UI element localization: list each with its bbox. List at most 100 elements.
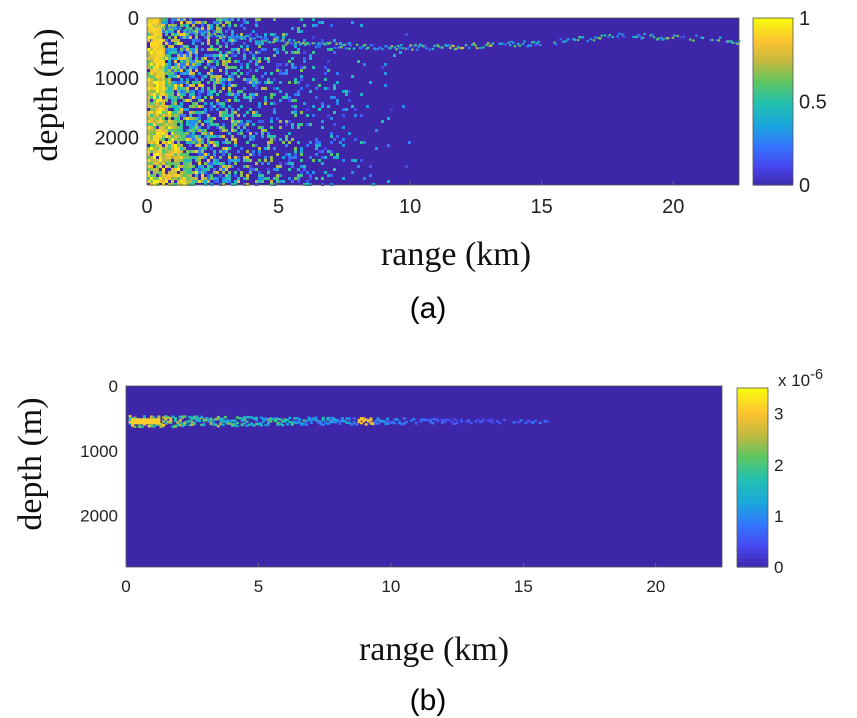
heatmap-cell	[580, 36, 583, 39]
heatmap-cell	[279, 162, 282, 165]
heatmap-cell	[159, 126, 162, 129]
colorbar-tick-label: 3	[774, 405, 783, 424]
heatmap-cell	[207, 24, 210, 27]
heatmap-cell	[216, 425, 220, 428]
heatmap-cell	[201, 165, 204, 168]
heatmap-cell	[246, 72, 249, 75]
heatmap-cell	[231, 30, 234, 33]
heatmap-cell	[189, 141, 192, 144]
heatmap-cell	[276, 48, 279, 51]
heatmap-cell	[162, 138, 165, 141]
heatmap-cell	[174, 132, 177, 135]
heatmap-cell	[207, 31, 211, 34]
heatmap-cell	[183, 156, 186, 159]
heatmap-cell	[315, 24, 318, 27]
heatmap-cell	[228, 60, 231, 63]
heatmap-cell	[276, 153, 279, 156]
heatmap-cell	[342, 126, 345, 129]
heatmap-cell	[204, 417, 208, 420]
heatmap-cell	[288, 38, 291, 41]
heatmap-cell	[228, 51, 231, 54]
colorbar-segment	[737, 401, 768, 407]
heatmap-cell	[198, 159, 201, 162]
heatmap-cell	[318, 141, 321, 144]
heatmap-cell	[198, 150, 201, 153]
heatmap-cell	[147, 96, 150, 99]
heatmap-cell	[186, 30, 189, 33]
heatmap-cell	[165, 90, 168, 93]
heatmap-cell	[210, 60, 213, 63]
heatmap-cell	[204, 177, 207, 180]
heatmap-cell	[176, 424, 180, 427]
heatmap-cell	[150, 96, 153, 99]
heatmap-cell	[180, 24, 183, 27]
heatmap-cell	[267, 57, 270, 60]
heatmap-cell	[201, 30, 204, 33]
heatmap-cell	[249, 96, 252, 99]
heatmap-cell	[219, 422, 223, 426]
heatmap-cell	[347, 421, 351, 425]
heatmap-cell	[213, 87, 216, 90]
heatmap-cell	[213, 117, 216, 120]
heatmap-cell	[264, 48, 267, 51]
heatmap-cell	[189, 183, 192, 186]
heatmap-cell	[162, 105, 165, 108]
heatmap-cell	[164, 415, 168, 418]
heatmap-cell	[171, 180, 174, 183]
heatmap-cell	[231, 114, 234, 117]
heatmap-cell	[243, 54, 246, 57]
heatmap-cell	[240, 45, 243, 48]
heatmap-cell	[169, 421, 173, 424]
heatmap-cell	[222, 150, 225, 153]
heatmap-cell	[207, 174, 210, 177]
heatmap-cell	[204, 418, 208, 422]
heatmap-cell	[327, 87, 330, 90]
heatmap-cell	[490, 44, 493, 47]
heatmap-cell	[234, 129, 237, 132]
heatmap-cell	[270, 117, 273, 120]
heatmap-cell	[537, 40, 540, 43]
heatmap-cell	[171, 69, 174, 72]
heatmap-cell	[156, 81, 159, 84]
heatmap-cell	[467, 46, 471, 50]
heatmap-cell	[636, 33, 640, 37]
heatmap-cell	[390, 45, 394, 48]
heatmap-cell	[195, 419, 199, 422]
heatmap-cell	[174, 153, 177, 156]
heatmap-cell	[461, 46, 465, 50]
heatmap-cell	[171, 84, 174, 87]
heatmap-cell	[219, 129, 222, 132]
heatmap-cell	[147, 117, 150, 120]
heatmap-cell	[201, 99, 204, 102]
heatmap-cell	[190, 421, 194, 424]
heatmap-cell	[701, 36, 705, 40]
heatmap-cell	[270, 96, 273, 99]
heatmap-cell	[177, 18, 180, 21]
colorbar-segment	[737, 464, 768, 470]
heatmap-cell	[328, 416, 332, 420]
heatmap-cell	[679, 36, 683, 39]
heatmap-cell	[177, 57, 180, 60]
heatmap-cell	[234, 54, 237, 57]
heatmap-cell	[243, 96, 246, 99]
heatmap-cell	[156, 123, 159, 126]
heatmap-cell	[177, 105, 180, 108]
heatmap-cell	[195, 159, 198, 162]
heatmap-cell	[216, 135, 219, 138]
heatmap-cell	[216, 48, 219, 51]
heatmap-cell	[171, 138, 174, 141]
heatmap-cell	[174, 42, 177, 45]
heatmap-cell	[285, 135, 288, 138]
heatmap-cell	[201, 48, 204, 51]
heatmap-cell	[529, 420, 533, 424]
heatmap-cell	[177, 63, 180, 66]
heatmap-cell	[156, 132, 159, 135]
heatmap-cell	[254, 40, 258, 43]
heatmap-cell	[147, 27, 150, 30]
heatmap-cell	[226, 419, 230, 422]
heatmap-cell	[342, 144, 345, 147]
heatmap-cell	[180, 132, 183, 135]
heatmap-cell	[264, 39, 267, 42]
heatmap-cell	[180, 54, 183, 57]
